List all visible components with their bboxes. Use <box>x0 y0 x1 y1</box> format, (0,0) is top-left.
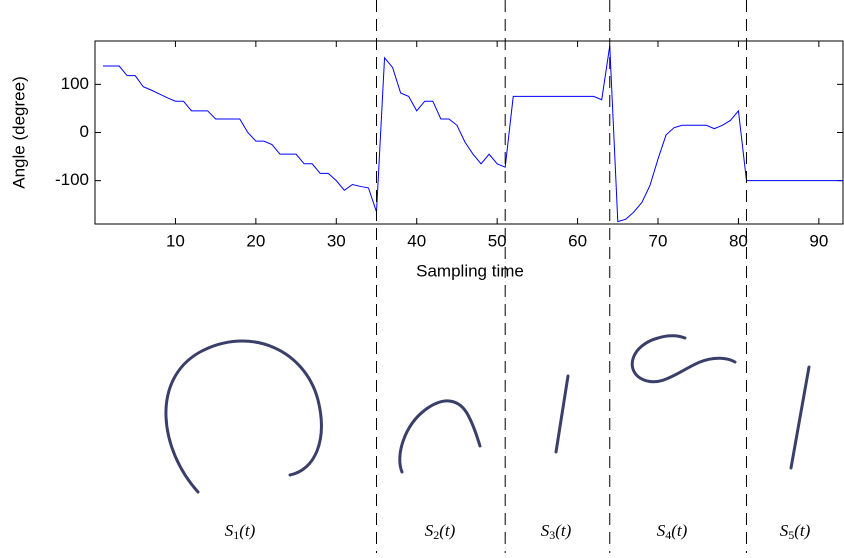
y-tick-label: 100 <box>61 74 89 93</box>
x-tick-label: 90 <box>809 231 828 250</box>
segment-label: S4(t) <box>657 521 688 542</box>
stroke-2 <box>398 399 482 474</box>
segment-sub: 4 <box>665 528 671 542</box>
stroke-4 <box>630 334 737 384</box>
plot-frame <box>94 40 844 225</box>
segment-sub: 1 <box>233 528 239 542</box>
segment-name: S <box>225 521 234 540</box>
x-tick-label: 20 <box>246 231 265 250</box>
stroke-5 <box>789 365 811 470</box>
segment-arg: (t) <box>671 521 687 540</box>
x-tick-label: 50 <box>488 231 507 250</box>
y-tick-label: 0 <box>80 122 89 141</box>
segment-arg: (t) <box>555 521 571 540</box>
x-axis-label: Sampling time <box>416 261 524 280</box>
x-tick-label: 80 <box>729 231 748 250</box>
segment-label: S1(t) <box>225 521 256 542</box>
segment-label: S2(t) <box>425 521 456 542</box>
x-tick-label: 60 <box>568 231 587 250</box>
strokes <box>164 334 811 494</box>
x-tick-label: 40 <box>407 231 426 250</box>
segment-name: S <box>541 521 550 540</box>
x-tick-label: 30 <box>327 231 346 250</box>
data-line <box>103 45 843 223</box>
segment-name: S <box>780 521 789 540</box>
segment-sub: 3 <box>549 528 555 542</box>
x-tick-label: 70 <box>649 231 668 250</box>
segment-arg: (t) <box>239 521 255 540</box>
segment-label: S5(t) <box>780 521 811 542</box>
y-tick-label: -100 <box>55 170 89 189</box>
segment-name: S <box>657 521 666 540</box>
segment-sub: 5 <box>788 528 794 542</box>
stroke-1 <box>164 339 323 494</box>
x-tick-label: 10 <box>166 231 185 250</box>
segment-arg: (t) <box>794 521 810 540</box>
y-axis-label: Angle (degree) <box>9 76 28 188</box>
segment-label: S3(t) <box>541 521 572 542</box>
segment-arg: (t) <box>439 521 455 540</box>
segment-name: S <box>425 521 434 540</box>
stroke-3 <box>554 374 570 454</box>
segment-sub: 2 <box>433 528 439 542</box>
